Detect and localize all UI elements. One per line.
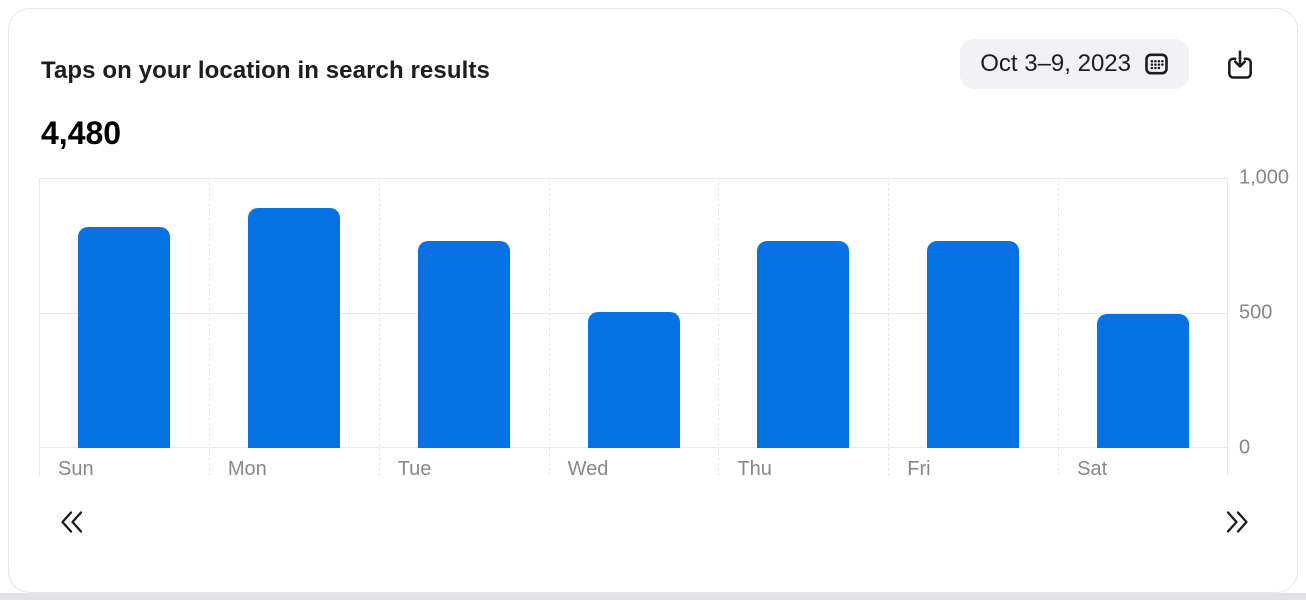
bar-thu[interactable] <box>757 241 850 448</box>
x-axis-label-sat: Sat <box>1077 458 1108 480</box>
download-icon <box>1225 49 1255 84</box>
grid-vline-6 <box>1058 178 1060 476</box>
y-axis-label-0: 0 <box>1239 436 1251 459</box>
grid-vline-1 <box>208 178 210 476</box>
x-axis-label-tue: Tue <box>397 458 432 480</box>
grid-vline-4 <box>718 178 720 476</box>
grid-vline-3 <box>548 178 550 476</box>
x-axis-label-sun: Sun <box>58 458 94 480</box>
bar-fri[interactable] <box>927 241 1020 448</box>
grid-vline-7 <box>1227 178 1228 476</box>
date-range-label: Oct 3–9, 2023 <box>980 50 1131 77</box>
bar-tue[interactable] <box>417 241 510 448</box>
grid-vline-0 <box>39 178 40 476</box>
page-title: Taps on your location in search results <box>41 57 490 84</box>
page-bottom-edge <box>0 593 1306 600</box>
chevrons-right-icon <box>1223 508 1251 539</box>
x-axis-label-fri: Fri <box>907 458 931 480</box>
y-axis-label-500: 500 <box>1239 301 1273 324</box>
bar-sun[interactable] <box>77 226 170 448</box>
chart: 0 500 1,000 Sun Mon Tue Wed Thu Fri Sat <box>39 167 1289 480</box>
bar-wed[interactable] <box>587 311 680 448</box>
prev-week-button[interactable] <box>57 508 87 538</box>
grid-vline-2 <box>378 178 380 476</box>
x-axis-label-mon: Mon <box>227 458 267 480</box>
insights-card: Taps on your location in search results … <box>8 8 1298 593</box>
next-week-button[interactable] <box>1222 508 1252 538</box>
grid-vline-5 <box>888 178 890 476</box>
date-range-button[interactable]: Oct 3–9, 2023 <box>960 39 1189 89</box>
calendar-icon <box>1144 52 1169 76</box>
bar-mon[interactable] <box>247 207 340 448</box>
x-axis-label-thu: Thu <box>737 458 772 480</box>
total-value: 4,480 <box>41 115 122 151</box>
x-axis-label-wed: Wed <box>567 458 609 480</box>
y-axis-label-1000: 1,000 <box>1239 166 1290 189</box>
chevrons-left-icon <box>58 508 86 539</box>
download-button[interactable] <box>1223 49 1257 83</box>
bar-sat[interactable] <box>1097 314 1190 448</box>
